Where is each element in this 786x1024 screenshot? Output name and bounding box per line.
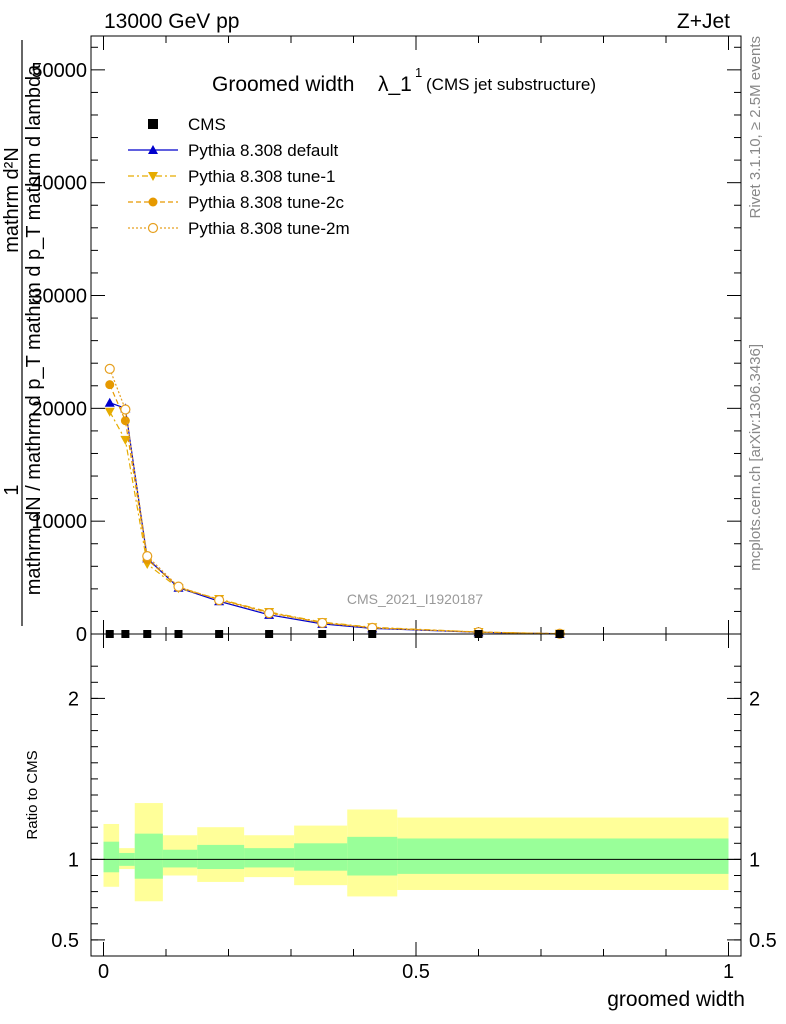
series-point-3 [264,608,275,619]
series-point-3 [142,551,153,562]
ylabel-denominator: mathrm dN / mathrm d p_T mathrm d p_T ma… [23,64,45,595]
main-ytick-label: 40000 [31,173,87,195]
legend-label: Pythia 8.308 default [188,141,339,160]
ratio-ytick-label: 1 [68,849,79,871]
xtick-labels: 0 0.5 1 [98,961,734,983]
energy-label: 13000 GeV pp [104,10,239,33]
ratio-ylabel: Ratio to CMS [24,750,41,839]
series-point-1 [104,407,115,417]
chart-title-main: Groomed width [212,73,354,96]
chart-title-sub: (CMS jet substructure) [426,75,596,94]
xtick-label: 1 [723,961,734,983]
ratio-ytick-labels: 0.5 0.5 1 1 2 2 [51,688,777,952]
chart-title-lambda: λ_1 [378,73,412,96]
ratio-inner-band [347,836,398,876]
legend-label: Pythia 8.308 tune-2c [188,193,344,212]
process-label: Z+Jet [677,10,730,33]
legend: CMS Pythia 8.308 default Pythia 8.308 tune… [128,115,350,238]
series-line-0 [109,402,560,635]
analysis-label: CMS_2021_I1920187 [347,591,483,607]
series-point-3 [173,581,184,592]
rivet-label: Rivet 3.1.10, ≥ 2.5M events [747,36,764,219]
legend-label: CMS [188,115,226,134]
ratio-ytick-label-right: 2 [749,688,760,710]
xtick-label: 0.5 [402,961,430,983]
legend-marker [147,222,159,234]
ratio-inner-band [162,849,198,868]
ratio-panel: 0.5 0.51 12 2 0 0.5 1 Ratio to CMS groomed wi… [24,633,777,1011]
main-ylabel: 1 mathrm dN / mathrm d p_T mathrm d p_T … [1,40,45,626]
ratio-inner-band [244,848,295,868]
mcplots-label: mcplots.cern.ch [arXiv:1306.3436] [747,344,764,571]
ratio-inner-band [197,844,245,870]
ratio-inner-band [397,838,729,874]
ratio-bands [103,803,729,902]
main-ytick-label: 20000 [31,398,87,420]
legend-label: Pythia 8.308 tune-2m [188,219,350,238]
legend-marker [148,197,158,207]
ylabel-top-numerator: mathrm d²N [1,147,23,253]
series-point-0 [104,397,115,407]
legend-marker [148,172,158,181]
ratio-ytick-label-right: 0.5 [749,930,777,952]
main-ytick-labels: 0 10000 20000 30000 40000 50000 [31,60,87,646]
main-ytick-label: 50000 [31,60,87,82]
series-point-3 [104,363,115,374]
main-panel: 0 10000 20000 30000 40000 50000 Groomed width… [1,35,742,646]
main-series-group [104,363,565,639]
legend-marker [148,119,158,129]
main-ticks [91,36,741,635]
series-point-2 [120,416,130,426]
series-line-2 [109,384,560,635]
ratio-ytick-label: 2 [68,688,79,710]
series-point-2 [105,380,115,390]
series-line-1 [109,411,560,635]
xlabel: groomed width [607,988,745,1011]
ratio-ytick-label-right: 1 [749,849,760,871]
main-ytick-label: 30000 [31,286,87,308]
series-point-3 [120,404,131,415]
ratio-inner-band [103,841,120,873]
ratio-inner-band [294,843,348,871]
ratio-ytick-label: 0.5 [51,930,79,952]
chart-title-sup: 1 [415,65,422,80]
series-point-3 [214,595,225,606]
ratio-frame [90,633,742,957]
series-line-3 [109,368,560,635]
ylabel-numerator: 1 [1,484,23,495]
legend-label: Pythia 8.308 tune-1 [188,167,335,186]
legend-marker [148,145,158,154]
main-ytick-label: 0 [76,624,87,646]
main-ytick-label: 10000 [31,511,87,533]
series-point-3 [317,617,328,629]
ratio-inner-band [134,833,163,879]
ratio-ticks [91,634,741,956]
xtick-label: 0 [98,961,109,983]
